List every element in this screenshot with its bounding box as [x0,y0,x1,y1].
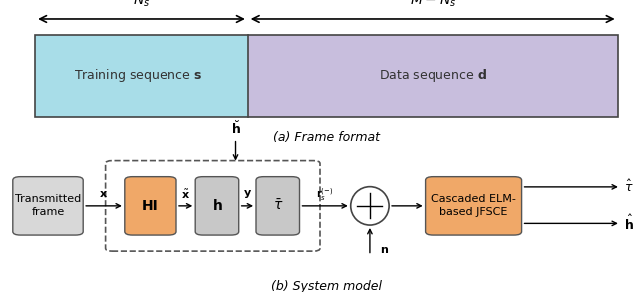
Text: $M - N_s$: $M - N_s$ [410,0,456,9]
Text: (b) System model: (b) System model [271,280,382,292]
Text: $\breve{\mathbf{h}}$: $\breve{\mathbf{h}}$ [230,120,241,137]
Text: Transmitted
frame: Transmitted frame [15,194,81,217]
Bar [248,35,618,117]
FancyBboxPatch shape [426,177,522,235]
FancyBboxPatch shape [125,177,176,235]
Text: $\mathbf{h}$: $\mathbf{h}$ [212,198,222,213]
Bar [35,35,248,117]
Text: $N_s$: $N_s$ [133,0,150,9]
Text: $\mathbf{r}_s^{(-)}$: $\mathbf{r}_s^{(-)}$ [316,186,334,203]
Text: Training sequence $\mathbf{s}$: Training sequence $\mathbf{s}$ [74,67,202,84]
Text: $\mathbf{y}$: $\mathbf{y}$ [243,188,252,200]
Ellipse shape [351,187,389,225]
Bar [35,35,618,117]
FancyBboxPatch shape [13,177,83,235]
Text: $\tilde{\mathbf{x}}$: $\tilde{\mathbf{x}}$ [181,188,190,201]
Text: $\hat{\mathbf{h}}$: $\hat{\mathbf{h}}$ [624,214,634,233]
Text: Data sequence $\mathbf{d}$: Data sequence $\mathbf{d}$ [379,67,486,84]
Text: Cascaded ELM-
based JFSCE: Cascaded ELM- based JFSCE [431,194,516,217]
Text: $\bar{\tau}$: $\bar{\tau}$ [273,199,283,213]
Text: $\hat{\tau}$: $\hat{\tau}$ [624,179,634,195]
FancyBboxPatch shape [256,177,300,235]
Text: HI: HI [142,199,159,213]
Text: $\mathbf{n}$: $\mathbf{n}$ [380,245,388,255]
FancyBboxPatch shape [195,177,239,235]
Text: (a) Frame format: (a) Frame format [273,131,380,144]
Text: $\mathbf{x}$: $\mathbf{x}$ [99,189,109,199]
